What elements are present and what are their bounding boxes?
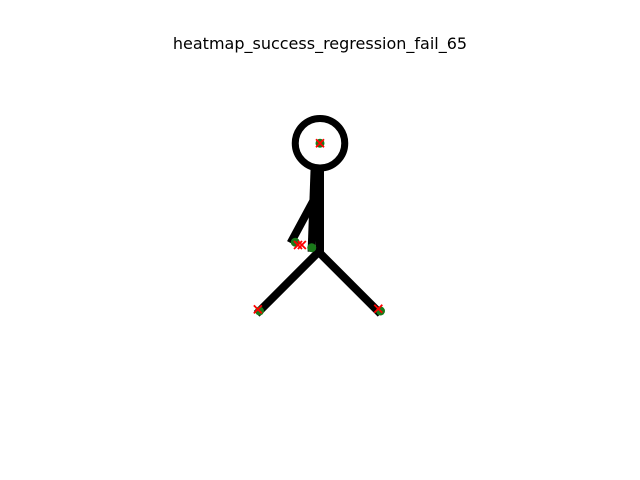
figure-left-leg xyxy=(253,247,323,317)
marker-layer xyxy=(253,138,385,316)
series-1-point-4 xyxy=(373,304,383,314)
series-1-point-0 xyxy=(315,138,325,148)
x-marker-stroke xyxy=(293,240,303,250)
figure-image xyxy=(253,115,384,317)
x-marker-stroke xyxy=(315,138,325,148)
series-1-point-1 xyxy=(293,240,303,250)
series-1-point-2 xyxy=(297,240,307,250)
x-marker-stroke xyxy=(253,304,263,314)
chart-title: heatmap_success_regression_fail_65 xyxy=(172,34,468,53)
series-0-point-2 xyxy=(307,243,317,253)
x-marker-stroke xyxy=(373,304,383,314)
figure-right-leg xyxy=(314,247,384,317)
series-1-point-3 xyxy=(253,304,263,314)
x-marker-stroke xyxy=(297,240,307,250)
figure-upper-arm xyxy=(287,198,318,245)
